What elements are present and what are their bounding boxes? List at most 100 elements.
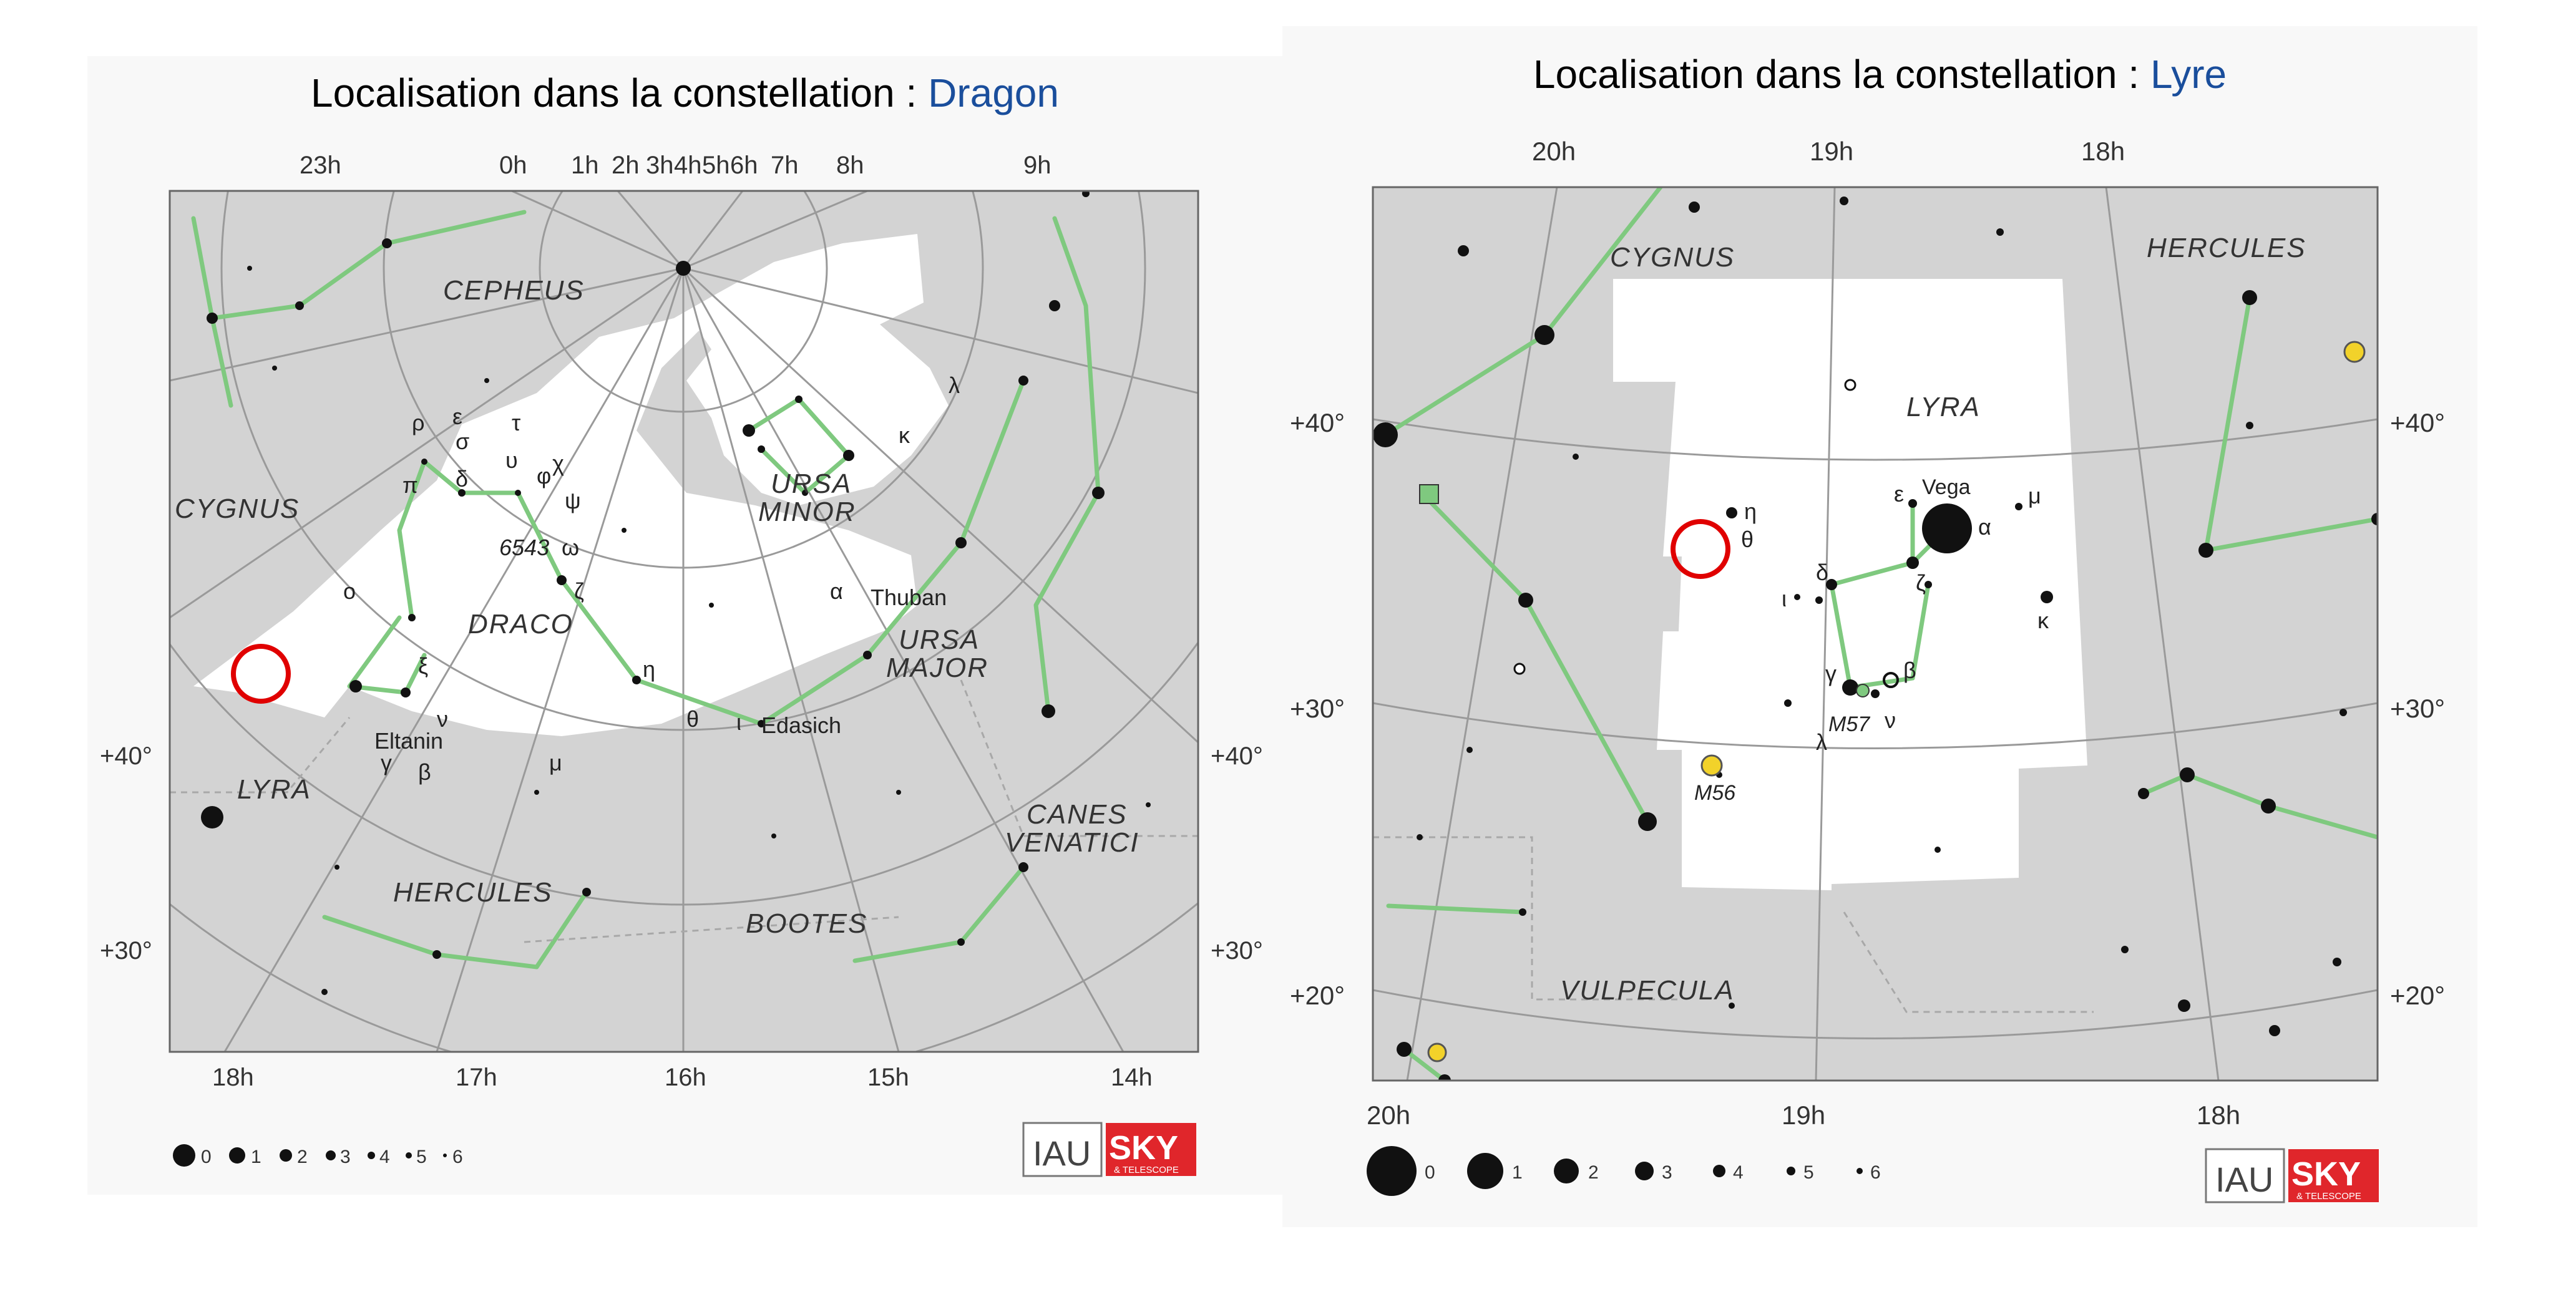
dragon-sky-telescope-logo: SKY & TELESCOPE <box>1106 1123 1196 1176</box>
constellation-name: CANES <box>1027 799 1128 830</box>
greek-letter: ζ <box>1916 570 1926 596</box>
constellation-name: LYRA <box>1906 392 1981 422</box>
greek-letter: θ <box>1741 527 1754 552</box>
dragon-link[interactable]: Dragon <box>928 70 1059 115</box>
greek-letter: τ <box>512 410 520 435</box>
magnitude-label: 1 <box>251 1147 261 1167</box>
ra-top-label: 20h <box>1532 137 1576 166</box>
greek-letter: η <box>643 656 655 682</box>
magnitude-label: 0 <box>1425 1162 1435 1183</box>
greek-letter: ψ <box>565 488 581 513</box>
ra-top-label: 9h <box>1023 152 1051 179</box>
greek-letter: ι <box>736 709 741 735</box>
lyre-ra-grid <box>1406 187 2220 1081</box>
constellation-name: HERCULES <box>393 877 553 908</box>
dragon-dec-grid <box>170 191 1198 1052</box>
constellation-name: URSA <box>771 469 852 499</box>
lyre-panel: Localisation dans la constellation : Lyr… <box>1282 26 2477 1227</box>
magnitude-label: 5 <box>1803 1162 1814 1183</box>
dragon-panel: Localisation dans la constellation : Dra… <box>87 56 1282 1195</box>
constellation-name: CEPHEUS <box>443 275 585 306</box>
constellation-name: MINOR <box>758 497 856 527</box>
dragon-star-names: Thuban Eltanin Edasich 6543 <box>374 535 947 754</box>
constellation-name: CYGNUS <box>1610 242 1735 273</box>
lyre-link[interactable]: Lyre <box>2150 52 2227 97</box>
lyre-chart-frame <box>1372 186 2379 1082</box>
greek-letter: γ <box>381 750 392 775</box>
star-name: Thuban <box>871 585 947 610</box>
svg-text:IAU: IAU <box>1033 1134 1091 1173</box>
greek-letter: χ <box>552 450 564 476</box>
greek-letter: κ <box>2037 608 2049 633</box>
ra-top-label: 2h <box>612 152 640 179</box>
ra-top-label: 7h <box>771 152 799 179</box>
greek-letter: ι <box>1782 586 1787 611</box>
greek-letter: β <box>418 759 431 785</box>
lyre-title: Localisation dans la constellation : Lyr… <box>1533 52 2227 97</box>
ra-top-label: 23h <box>300 152 341 179</box>
svg-text:SKY: SKY <box>1109 1129 1178 1167</box>
greek-letter: π <box>402 472 418 498</box>
constellation-name: VENATICI <box>1005 827 1139 858</box>
greek-letter: α <box>1978 514 1991 540</box>
star-name: Vega <box>1922 475 1971 499</box>
greek-letter: δ <box>456 466 468 492</box>
ra-top-label: 3h <box>646 152 674 179</box>
dragon-star-chart: 23h 0h 1h 2h 3h 4h 5h 6h 7h 8h 9h 18h 17… <box>100 152 1263 1177</box>
greek-letter: σ <box>456 429 469 454</box>
dragon-location-marker <box>231 644 291 704</box>
constellation-name: CYGNUS <box>175 493 300 524</box>
constellation-name: VULPECULA <box>1560 975 1735 1006</box>
constellation-name: MAJOR <box>886 653 988 683</box>
lyre-deep-sky-objects <box>1419 341 2366 1062</box>
dec-label: +40° <box>1290 408 1345 437</box>
lyre-star-names: Vega M57 M56 <box>1694 475 1971 805</box>
ra-bottom-label: 15h <box>867 1064 909 1091</box>
magnitude-label: 3 <box>1662 1162 1672 1183</box>
greek-letter: λ <box>1816 729 1827 755</box>
ra-bottom-label: 14h <box>1111 1064 1153 1091</box>
ra-top-label: 0h <box>499 152 527 179</box>
greek-letter: ε <box>1894 481 1904 507</box>
star-name: M56 <box>1694 781 1735 805</box>
greek-letter: θ <box>686 706 699 732</box>
constellation-name: LYRA <box>237 774 311 805</box>
constellation-name: DRACO <box>468 609 573 639</box>
ra-bottom-label: 20h <box>1367 1101 1410 1130</box>
dec-label: +20° <box>2390 981 2445 1010</box>
greek-letter: μ <box>2028 483 2041 508</box>
dragon-boundaries <box>170 679 1198 943</box>
greek-letter: η <box>1744 498 1757 524</box>
magnitude-label: 2 <box>1588 1162 1599 1183</box>
lyre-greek-letters: η θ ε α μ δ ζ ι κ γ β ν λ <box>1741 481 2049 755</box>
constellation-name: URSA <box>899 624 980 655</box>
dragon-constellation-area <box>193 234 949 736</box>
dragon-chart-frame <box>168 190 1199 1053</box>
dragon-iau-logo: IAU <box>1022 1122 1103 1177</box>
svg-text:SKY: SKY <box>2291 1155 2361 1193</box>
greek-letter: α <box>830 578 843 604</box>
greek-letter: λ <box>949 372 960 398</box>
lyre-star-chart: 20h 19h 18h 20h 19h 18h +40° +40° +30° +… <box>1290 137 2445 1203</box>
greek-letter: δ <box>1816 560 1828 585</box>
greek-letter: φ <box>537 463 551 488</box>
dragon-magnitude-scale: 0 1 2 3 4 5 6 <box>173 1144 463 1167</box>
lyre-stars <box>1373 197 2378 1081</box>
star-name: Edasich <box>761 712 841 738</box>
greek-letter: υ <box>505 447 518 473</box>
svg-text:& TELESCOPE: & TELESCOPE <box>2296 1191 2361 1202</box>
dragon-stars <box>201 191 1151 995</box>
star-name: M57 <box>1828 712 1870 736</box>
lyre-magnitude-scale: 0 1 2 3 4 5 6 <box>1367 1146 1881 1196</box>
ra-bottom-label: 18h <box>2197 1101 2240 1130</box>
constellation-name: BOOTES <box>746 908 867 939</box>
greek-letter: ν <box>1885 707 1896 733</box>
greek-letter: ο <box>343 578 356 604</box>
greek-letter: μ <box>549 750 562 775</box>
greek-letter: ε <box>452 404 462 429</box>
lyre-constellation-area <box>1613 279 2087 890</box>
lyre-dec-labels: +40° +40° +30° +30° +20° +20° <box>1290 408 2445 1010</box>
magnitude-label: 3 <box>340 1147 351 1167</box>
magnitude-label: 6 <box>1870 1162 1881 1183</box>
lyre-location-marker <box>1671 519 1730 579</box>
